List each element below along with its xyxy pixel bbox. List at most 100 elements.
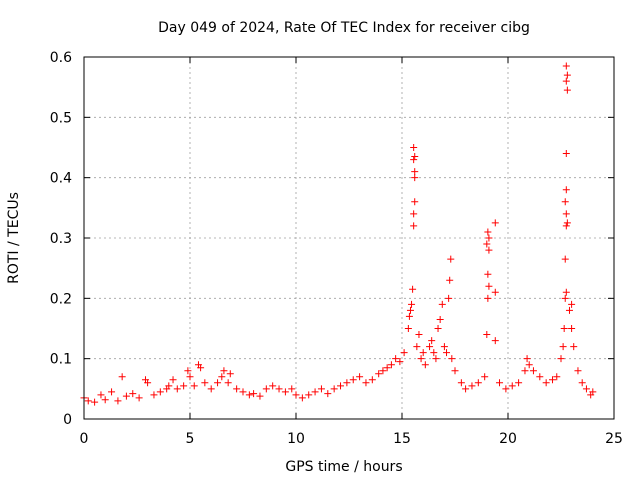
data-point <box>245 391 253 399</box>
data-point <box>457 379 465 387</box>
data-point <box>356 373 364 381</box>
data-point <box>529 367 537 375</box>
y-tick-label: 0.1 <box>50 352 72 368</box>
data-point <box>484 270 492 278</box>
data-point <box>343 379 351 387</box>
x-axis-label: GPS time / hours <box>285 459 402 475</box>
data-point <box>405 312 413 320</box>
data-point <box>118 373 126 381</box>
data-point <box>411 174 419 182</box>
y-tick-label: 0.6 <box>50 50 72 66</box>
data-point <box>508 382 516 390</box>
data-point <box>337 382 345 390</box>
data-point <box>330 385 338 393</box>
data-point <box>462 385 470 393</box>
data-point <box>324 390 332 398</box>
data-point <box>428 337 436 345</box>
data-point <box>562 210 570 218</box>
data-point <box>281 388 289 396</box>
data-point <box>180 382 188 390</box>
data-point <box>568 325 576 332</box>
data-point <box>226 370 234 378</box>
data-point <box>421 361 429 369</box>
data-point <box>491 219 499 227</box>
data-point <box>432 355 440 363</box>
data-point <box>411 168 419 176</box>
data-point <box>589 388 597 396</box>
x-tick-label: 10 <box>287 431 305 447</box>
data-point <box>288 385 296 393</box>
data-point <box>491 337 499 345</box>
data-point <box>557 355 565 363</box>
data-point <box>417 355 425 363</box>
data-point <box>173 385 181 393</box>
data-point <box>561 255 569 263</box>
x-tick-label: 5 <box>186 431 195 447</box>
data-point <box>565 306 573 314</box>
data-point <box>135 394 143 402</box>
data-point <box>408 300 416 308</box>
data-point <box>101 396 109 404</box>
data-point <box>305 391 313 399</box>
x-tick-label: 20 <box>499 431 517 447</box>
data-point <box>144 379 152 387</box>
data-point <box>560 325 568 332</box>
data-point <box>379 367 387 375</box>
data-point <box>562 288 570 296</box>
data-point <box>484 228 492 236</box>
data-point <box>502 385 510 393</box>
data-point <box>523 355 531 363</box>
data-point <box>184 367 192 375</box>
data-point <box>214 379 222 387</box>
data-point <box>481 373 489 381</box>
data-point <box>536 373 544 381</box>
data-point <box>483 240 491 248</box>
data-point <box>362 379 370 387</box>
data-point <box>496 379 504 387</box>
axis-ticks <box>83 56 615 420</box>
data-point <box>411 198 419 206</box>
data-point <box>411 153 419 161</box>
y-tick-label: 0.5 <box>50 110 72 126</box>
data-point <box>392 355 400 363</box>
data-point <box>515 379 523 387</box>
chart-title: Day 049 of 2024, Rate Of TEC Index for r… <box>158 20 530 36</box>
data-point <box>559 343 567 351</box>
data-point <box>383 364 391 372</box>
data-point <box>404 325 412 332</box>
data-point <box>406 306 414 314</box>
data-point <box>201 379 209 387</box>
data-point <box>563 86 571 94</box>
data-point <box>375 370 383 378</box>
data-points <box>80 62 597 406</box>
data-point <box>250 390 258 398</box>
data-point <box>292 391 300 399</box>
data-point <box>445 294 453 302</box>
data-point <box>570 343 578 351</box>
y-tick-label: 0 <box>63 412 72 428</box>
data-point <box>150 391 158 399</box>
data-point <box>562 62 570 70</box>
data-point <box>485 246 493 254</box>
data-point <box>387 361 395 369</box>
data-point <box>415 331 423 339</box>
data-point <box>298 394 306 402</box>
data-point <box>97 391 105 399</box>
data-point <box>562 186 570 194</box>
data-point <box>438 300 446 308</box>
y-tick-label: 0.2 <box>50 291 72 307</box>
data-point <box>256 392 264 400</box>
data-point <box>91 398 99 406</box>
axis-tick-labels: 0 5 10 15 20 25 0 0.1 0.2 0.3 0.4 0.5 0.6 <box>50 50 623 447</box>
data-point <box>562 222 570 230</box>
data-point <box>562 77 570 85</box>
data-point <box>114 397 122 405</box>
data-point <box>542 379 550 387</box>
y-tick-label: 0.4 <box>50 171 72 187</box>
data-point <box>451 367 459 375</box>
data-point <box>485 234 493 242</box>
x-tick-label: 15 <box>393 431 411 447</box>
y-axis-label: ROTI / TECUs <box>6 192 22 284</box>
data-point <box>165 382 173 390</box>
